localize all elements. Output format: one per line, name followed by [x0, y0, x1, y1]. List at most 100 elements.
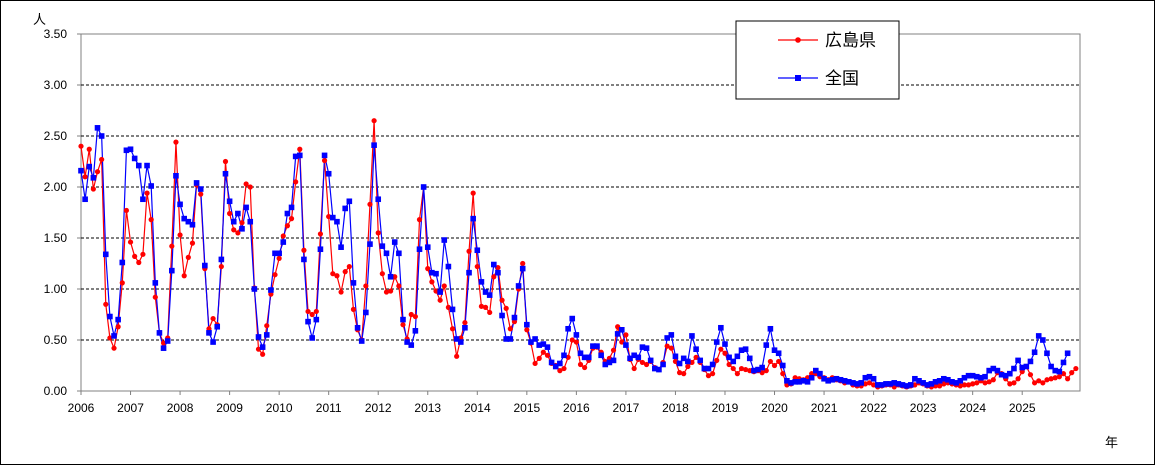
data-point-hiroshima	[346, 263, 352, 270]
data-point-national	[1052, 367, 1059, 374]
data-point-national	[874, 382, 881, 388]
data-point-national	[858, 380, 865, 386]
data-point-national	[709, 361, 716, 368]
data-point-national	[247, 218, 254, 225]
data-point-hiroshima	[330, 271, 336, 277]
data-point-national	[536, 342, 543, 348]
data-point-hiroshima	[619, 339, 625, 345]
data-point-national	[804, 379, 811, 385]
data-point-national	[148, 183, 154, 189]
data-point-national	[82, 196, 88, 203]
data-point-national	[879, 382, 885, 388]
data-point-national	[156, 330, 163, 336]
data-point-national	[775, 350, 782, 357]
data-point-hiroshima	[776, 358, 782, 365]
data-point-hiroshima	[466, 248, 472, 254]
data-point-national	[371, 142, 377, 148]
data-point-national	[701, 365, 708, 372]
data-point-national	[375, 196, 382, 203]
data-point-national	[367, 241, 373, 247]
data-point-national	[288, 204, 295, 211]
data-point-national	[416, 246, 423, 253]
data-point-national	[660, 361, 666, 368]
data-point-national	[635, 354, 642, 361]
data-point-national	[784, 378, 790, 384]
data-point-hiroshima	[136, 259, 142, 266]
data-point-hiroshima	[747, 368, 753, 374]
data-point-national	[441, 237, 448, 243]
data-point-national	[181, 215, 188, 222]
data-point-hiroshima	[235, 230, 241, 236]
data-point-hiroshima	[767, 358, 773, 365]
data-point-hiroshima	[1011, 380, 1017, 386]
data-point-national	[532, 336, 538, 342]
data-point-hiroshima	[189, 240, 196, 246]
data-point-national	[457, 339, 464, 345]
data-point-national	[751, 367, 757, 374]
data-point-national	[86, 163, 93, 170]
data-point-hiroshima	[396, 283, 402, 289]
data-point-national	[515, 283, 522, 289]
data-point-hiroshima	[392, 274, 398, 280]
x-tick-label: 2009	[216, 401, 243, 415]
data-point-national	[932, 379, 939, 385]
data-point-national	[474, 247, 481, 254]
data-point-hiroshima	[780, 371, 786, 377]
data-point-national	[131, 155, 138, 162]
data-point-national	[1056, 368, 1063, 375]
data-point-hiroshima	[375, 230, 381, 236]
data-point-national	[557, 360, 563, 367]
data-point-national	[127, 146, 134, 153]
x-tick-label: 2016	[563, 401, 590, 415]
y-axis-ticks: 0.00 0.50 1.00 1.50 2.00 2.50 3.00 3.50	[44, 27, 81, 398]
data-point-national	[280, 239, 287, 245]
x-tick-label: 2015	[513, 401, 540, 415]
data-point-hiroshima	[321, 157, 328, 164]
data-point-hiroshima	[726, 361, 732, 368]
data-point-hiroshima	[714, 357, 720, 363]
data-point-national	[755, 366, 761, 373]
data-point-national	[957, 378, 964, 384]
data-point-national	[420, 184, 427, 190]
data-point-hiroshima	[293, 179, 299, 185]
data-point-national	[841, 378, 848, 384]
legend-swatch-marker-national	[795, 75, 801, 81]
data-point-national	[445, 263, 452, 270]
data-point-national	[255, 334, 262, 340]
data-point-hiroshima	[487, 309, 493, 316]
data-point-national	[177, 201, 183, 208]
data-point-national	[722, 341, 728, 347]
data-point-hiroshima	[1056, 374, 1062, 380]
data-point-national	[639, 344, 646, 350]
data-point-hiroshima	[763, 368, 769, 374]
data-point-hiroshima	[478, 303, 485, 309]
data-point-national	[412, 328, 419, 334]
data-point-hiroshima	[383, 289, 390, 295]
data-point-hiroshima	[86, 146, 92, 152]
y-tick-label: 0.50	[44, 333, 68, 347]
data-point-hiroshima	[94, 169, 101, 175]
data-point-national	[982, 373, 988, 380]
data-point-national	[800, 378, 807, 384]
data-point-national	[528, 339, 534, 345]
data-point-hiroshima	[734, 371, 740, 377]
data-point-national	[759, 364, 765, 371]
data-point-national	[936, 378, 943, 384]
data-point-national	[726, 354, 732, 361]
data-point-hiroshima	[1060, 371, 1067, 377]
data-point-hiroshima	[284, 223, 291, 229]
data-point-national	[544, 344, 551, 350]
data-point-national	[965, 372, 972, 379]
data-point-hiroshima	[1069, 370, 1075, 376]
data-point-hiroshima	[982, 380, 988, 386]
data-point-hiroshima	[664, 343, 670, 349]
data-point-national	[676, 360, 683, 367]
data-point-national	[891, 380, 898, 386]
data-point-national	[424, 244, 431, 250]
data-point-hiroshima	[218, 263, 224, 270]
data-point-national	[561, 352, 567, 359]
data-point-hiroshima	[990, 377, 996, 383]
data-point-hiroshima	[1044, 377, 1050, 383]
data-point-national	[239, 226, 245, 232]
data-point-national	[276, 250, 282, 257]
